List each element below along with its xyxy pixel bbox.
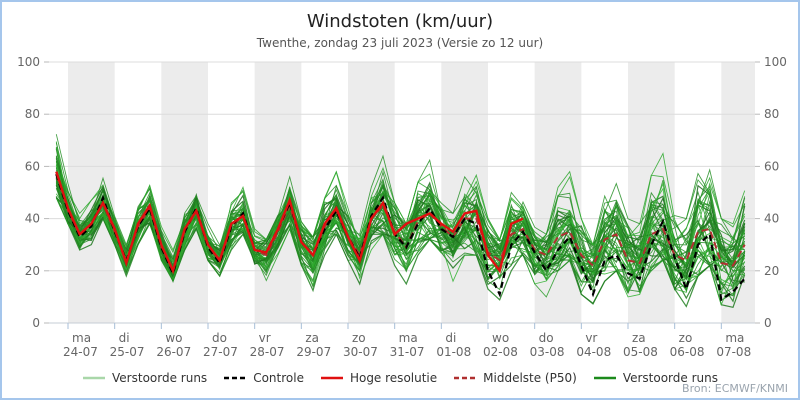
legend-label: Controle: [253, 371, 304, 385]
day-band: [68, 62, 115, 323]
y-tick-label: 100: [17, 55, 40, 69]
x-weekday-label: zo: [679, 331, 693, 345]
x-date-label: 06-08: [670, 345, 705, 359]
day-band: [161, 62, 209, 323]
ensemble-member-line: [55, 152, 746, 263]
x-date-label: 26-07: [156, 345, 191, 359]
x-weekday-label: ma: [72, 331, 91, 345]
x-weekday-label: ma: [399, 331, 418, 345]
legend-item-0: Verstoorde runs: [82, 371, 207, 385]
x-weekday-label: wo: [165, 331, 182, 345]
plot-area: [55, 134, 746, 309]
x-date-label: 24-07: [63, 345, 98, 359]
ensemble-member-line: [55, 147, 746, 293]
y-tick-label: 100: [764, 55, 787, 69]
legend-swatch: [224, 376, 247, 380]
x-date-label: 07-08: [716, 345, 751, 359]
x-weekday-label: di: [445, 331, 456, 345]
y-tick-label: 60: [25, 159, 40, 173]
legend-item-3: Middelste (P50): [453, 371, 577, 385]
x-date-label: 02-08: [483, 345, 518, 359]
y-tick-label: 40: [764, 212, 779, 226]
ensemble-member-line: [55, 177, 746, 308]
chart-legend: Verstoorde runs Controle Hoge resolutie Mid…: [2, 371, 798, 385]
legend-swatch: [320, 376, 343, 380]
ensemble-member-line: [55, 181, 745, 283]
x-date-label: 28-07: [250, 345, 285, 359]
source-attribution: Bron: ECMWF/KNMI: [682, 382, 788, 395]
legend-item-1: Controle: [223, 371, 304, 385]
legend-item-4: Verstoorde runs: [593, 371, 718, 385]
y-tick-label: 80: [764, 107, 779, 121]
y-tick-label: 60: [764, 159, 779, 173]
legend-label: Hoge resolutie: [349, 371, 438, 385]
y-tick-label: 0: [32, 316, 40, 330]
x-date-label: 25-07: [110, 345, 145, 359]
x-weekday-label: di: [119, 331, 130, 345]
x-weekday-label: ma: [725, 331, 744, 345]
legend-swatch: [83, 376, 106, 380]
chart-subtitle: Twenthe, zondag 23 juli 2023 (Versie zo …: [256, 36, 544, 50]
x-date-label: 05-08: [623, 345, 658, 359]
ensemble-member-line: [55, 154, 746, 270]
y-tick-label: 80: [25, 107, 40, 121]
x-date-label: 03-08: [530, 345, 565, 359]
x-weekday-label: do: [212, 331, 227, 345]
ensemble-member-line: [55, 165, 746, 286]
y-tick-label: 20: [25, 264, 40, 278]
y-tick-label: 0: [764, 316, 772, 330]
legend-label: Middelste (P50): [483, 371, 577, 385]
x-weekday-label: do: [539, 331, 554, 345]
x-weekday-label: vr: [585, 331, 597, 345]
y-tick-label: 20: [764, 264, 779, 278]
legend-label: Verstoorde runs: [112, 371, 208, 385]
x-weekday-label: za: [305, 331, 319, 345]
legend-swatch: [454, 376, 477, 380]
x-date-label: 27-07: [203, 345, 238, 359]
day-band: [254, 62, 302, 323]
x-weekday-label: wo: [492, 331, 509, 345]
x-weekday-label: za: [632, 331, 646, 345]
legend-label: Verstoorde runs: [622, 371, 718, 385]
legend-swatch: [593, 376, 616, 380]
x-date-label: 29-07: [296, 345, 331, 359]
x-weekday-label: vr: [259, 331, 271, 345]
y-tick-label: 40: [25, 212, 40, 226]
legend-item-2: Hoge resolutie: [320, 371, 437, 385]
hoge-resolutie-line: [55, 171, 524, 275]
chart-title: Windstoten (km/uur): [306, 11, 494, 32]
x-weekday-label: zo: [352, 331, 366, 345]
x-date-label: 31-07: [390, 345, 425, 359]
x-date-label: 01-08: [436, 345, 471, 359]
ensemble-member-line: [55, 142, 745, 275]
day-band: [441, 62, 489, 323]
x-date-label: 30-07: [343, 345, 378, 359]
x-date-label: 04-08: [576, 345, 611, 359]
